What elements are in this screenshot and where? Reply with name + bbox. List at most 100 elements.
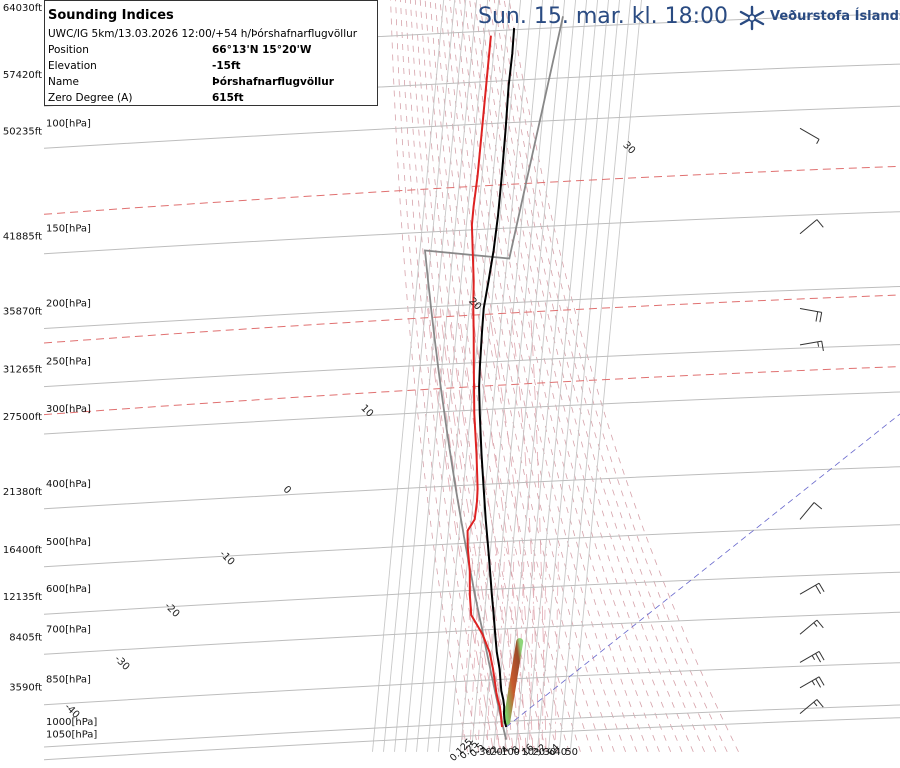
isotherm-line bbox=[405, 0, 478, 752]
altitude-label: 21380ft bbox=[3, 487, 42, 498]
moist-adiabat bbox=[439, 308, 507, 752]
isotherm-line bbox=[536, 0, 609, 752]
moist-adiabat bbox=[471, 308, 527, 752]
mixing-ratio-line bbox=[478, 546, 489, 740]
altitude-label: 31265ft bbox=[3, 365, 42, 376]
mixing-ratio-line bbox=[506, 546, 515, 740]
altitude-label: 35870ft bbox=[3, 307, 42, 318]
isotherm-line bbox=[481, 0, 555, 752]
isobar-line bbox=[44, 717, 900, 761]
wind-barb bbox=[799, 127, 820, 144]
moist-adiabat bbox=[433, 308, 501, 752]
dry-adiabat bbox=[444, 0, 593, 752]
isobar-line bbox=[44, 466, 900, 510]
altitude-label: 64030ft bbox=[3, 3, 42, 14]
altitude-label: 8405ft bbox=[9, 632, 42, 643]
zero-degree-value: 615ft bbox=[212, 92, 244, 104]
dry-adiabat bbox=[503, 0, 728, 752]
pressure-label: 500[hPa] bbox=[46, 537, 91, 548]
station-name-label: Name bbox=[48, 76, 79, 88]
wind-barb bbox=[799, 582, 825, 595]
dry-adiabat bbox=[395, 0, 480, 752]
temperature-axis-label: 20 bbox=[532, 747, 545, 758]
elevation-label: Elevation bbox=[48, 60, 97, 72]
zero-degree-label: Zero Degree (A) bbox=[48, 92, 133, 104]
isotherm-line bbox=[514, 0, 588, 752]
dry-adiabat bbox=[409, 0, 514, 752]
isobar-line bbox=[44, 286, 900, 329]
sounding-indices-box: Sounding Indices UWC/IG 5km/13.03.2026 1… bbox=[44, 0, 378, 106]
isotherm-line bbox=[427, 0, 500, 752]
vedurstofa-logo: Veðurstofa Íslands bbox=[738, 5, 900, 31]
lcl-guide-line bbox=[505, 413, 900, 728]
wind-barb bbox=[799, 308, 823, 323]
wind-barb bbox=[799, 699, 824, 715]
temperature-axis-label: -20 bbox=[487, 747, 503, 758]
dry-adiabat bbox=[434, 0, 570, 752]
altitude-label: 57420ft bbox=[3, 70, 42, 81]
dry-adiabat bbox=[479, 0, 672, 752]
elevation-value: -15ft bbox=[212, 60, 241, 72]
wind-barb bbox=[799, 340, 824, 351]
pressure-label: 250[hPa] bbox=[46, 357, 91, 368]
isobar-line bbox=[44, 344, 900, 388]
isotherm-label: -10 bbox=[217, 549, 236, 568]
pressure-label: 1000[hPa] bbox=[46, 717, 97, 728]
station-name-value: Þórshafnarflugvöllur bbox=[212, 76, 334, 88]
temperature-trace bbox=[478, 28, 516, 728]
instability-segment bbox=[503, 638, 524, 726]
model-run-label: UWC/IG 5km/13.03.2026 12:00/+54 h/Þórsha… bbox=[48, 28, 358, 40]
dry-adiabat bbox=[508, 0, 739, 752]
dry-adiabat bbox=[493, 0, 705, 752]
isotherm-line bbox=[394, 0, 467, 752]
isobar-line bbox=[44, 391, 900, 435]
isotherm-label: -30 bbox=[112, 654, 131, 673]
mixing-ratio-line bbox=[496, 546, 506, 740]
temperature-axis-label: -10 bbox=[498, 747, 514, 758]
isotherm-line bbox=[383, 0, 456, 752]
mixing-ratio-line bbox=[529, 546, 536, 740]
wind-barb bbox=[799, 650, 825, 663]
dewpoint-trace bbox=[466, 35, 504, 728]
isotherm-line bbox=[459, 0, 533, 752]
position-value: 66°13'N 15°20'W bbox=[212, 44, 312, 56]
dry-adiabat bbox=[488, 0, 694, 752]
dry-adiabat bbox=[429, 0, 559, 752]
dry-adiabat bbox=[484, 0, 683, 752]
isobar-line bbox=[44, 571, 900, 615]
pressure-label: 600[hPa] bbox=[46, 584, 91, 595]
dry-adiabat bbox=[464, 0, 638, 752]
pressure-label: 850[hPa] bbox=[46, 675, 91, 686]
temperature-axis-label: 10 bbox=[521, 747, 534, 758]
isotherm-label: -20 bbox=[162, 601, 181, 620]
position-label: Position bbox=[48, 44, 89, 56]
valid-time-title: Sun. 15. mar. kl. 18:00 bbox=[478, 4, 728, 29]
altitude-label: 3590ft bbox=[9, 683, 42, 694]
isotherm-line bbox=[372, 0, 445, 752]
dry-adiabat bbox=[424, 0, 547, 752]
temperature-axis-label: 40 bbox=[554, 747, 567, 758]
wind-barb bbox=[799, 502, 823, 520]
temperature-axis-label: 30 bbox=[543, 747, 556, 758]
altitude-label: 12135ft bbox=[3, 592, 42, 603]
moist-adiabat bbox=[509, 308, 540, 752]
moist-adiabat bbox=[458, 308, 521, 752]
isotherm-line bbox=[525, 0, 599, 752]
isotherm-line bbox=[492, 0, 566, 752]
wind-barb bbox=[799, 619, 824, 635]
wind-barb bbox=[799, 676, 825, 689]
pressure-label: 400[hPa] bbox=[46, 479, 91, 490]
pressure-label: 100[hPa] bbox=[46, 118, 91, 129]
dry-adiabat bbox=[390, 0, 468, 752]
pressure-label: 200[hPa] bbox=[46, 299, 91, 310]
logo-text: Veðurstofa Íslands bbox=[770, 9, 900, 24]
isotherm-line bbox=[569, 0, 642, 752]
temperature-axis-label: 0 bbox=[514, 747, 520, 758]
isobar-line bbox=[44, 611, 900, 655]
dry-adiabat bbox=[439, 0, 581, 752]
isotherm-label: 30 bbox=[620, 140, 637, 157]
isobar-line bbox=[44, 662, 900, 706]
isotherm-label: 10 bbox=[358, 403, 375, 420]
dry-adiabat bbox=[400, 0, 491, 752]
